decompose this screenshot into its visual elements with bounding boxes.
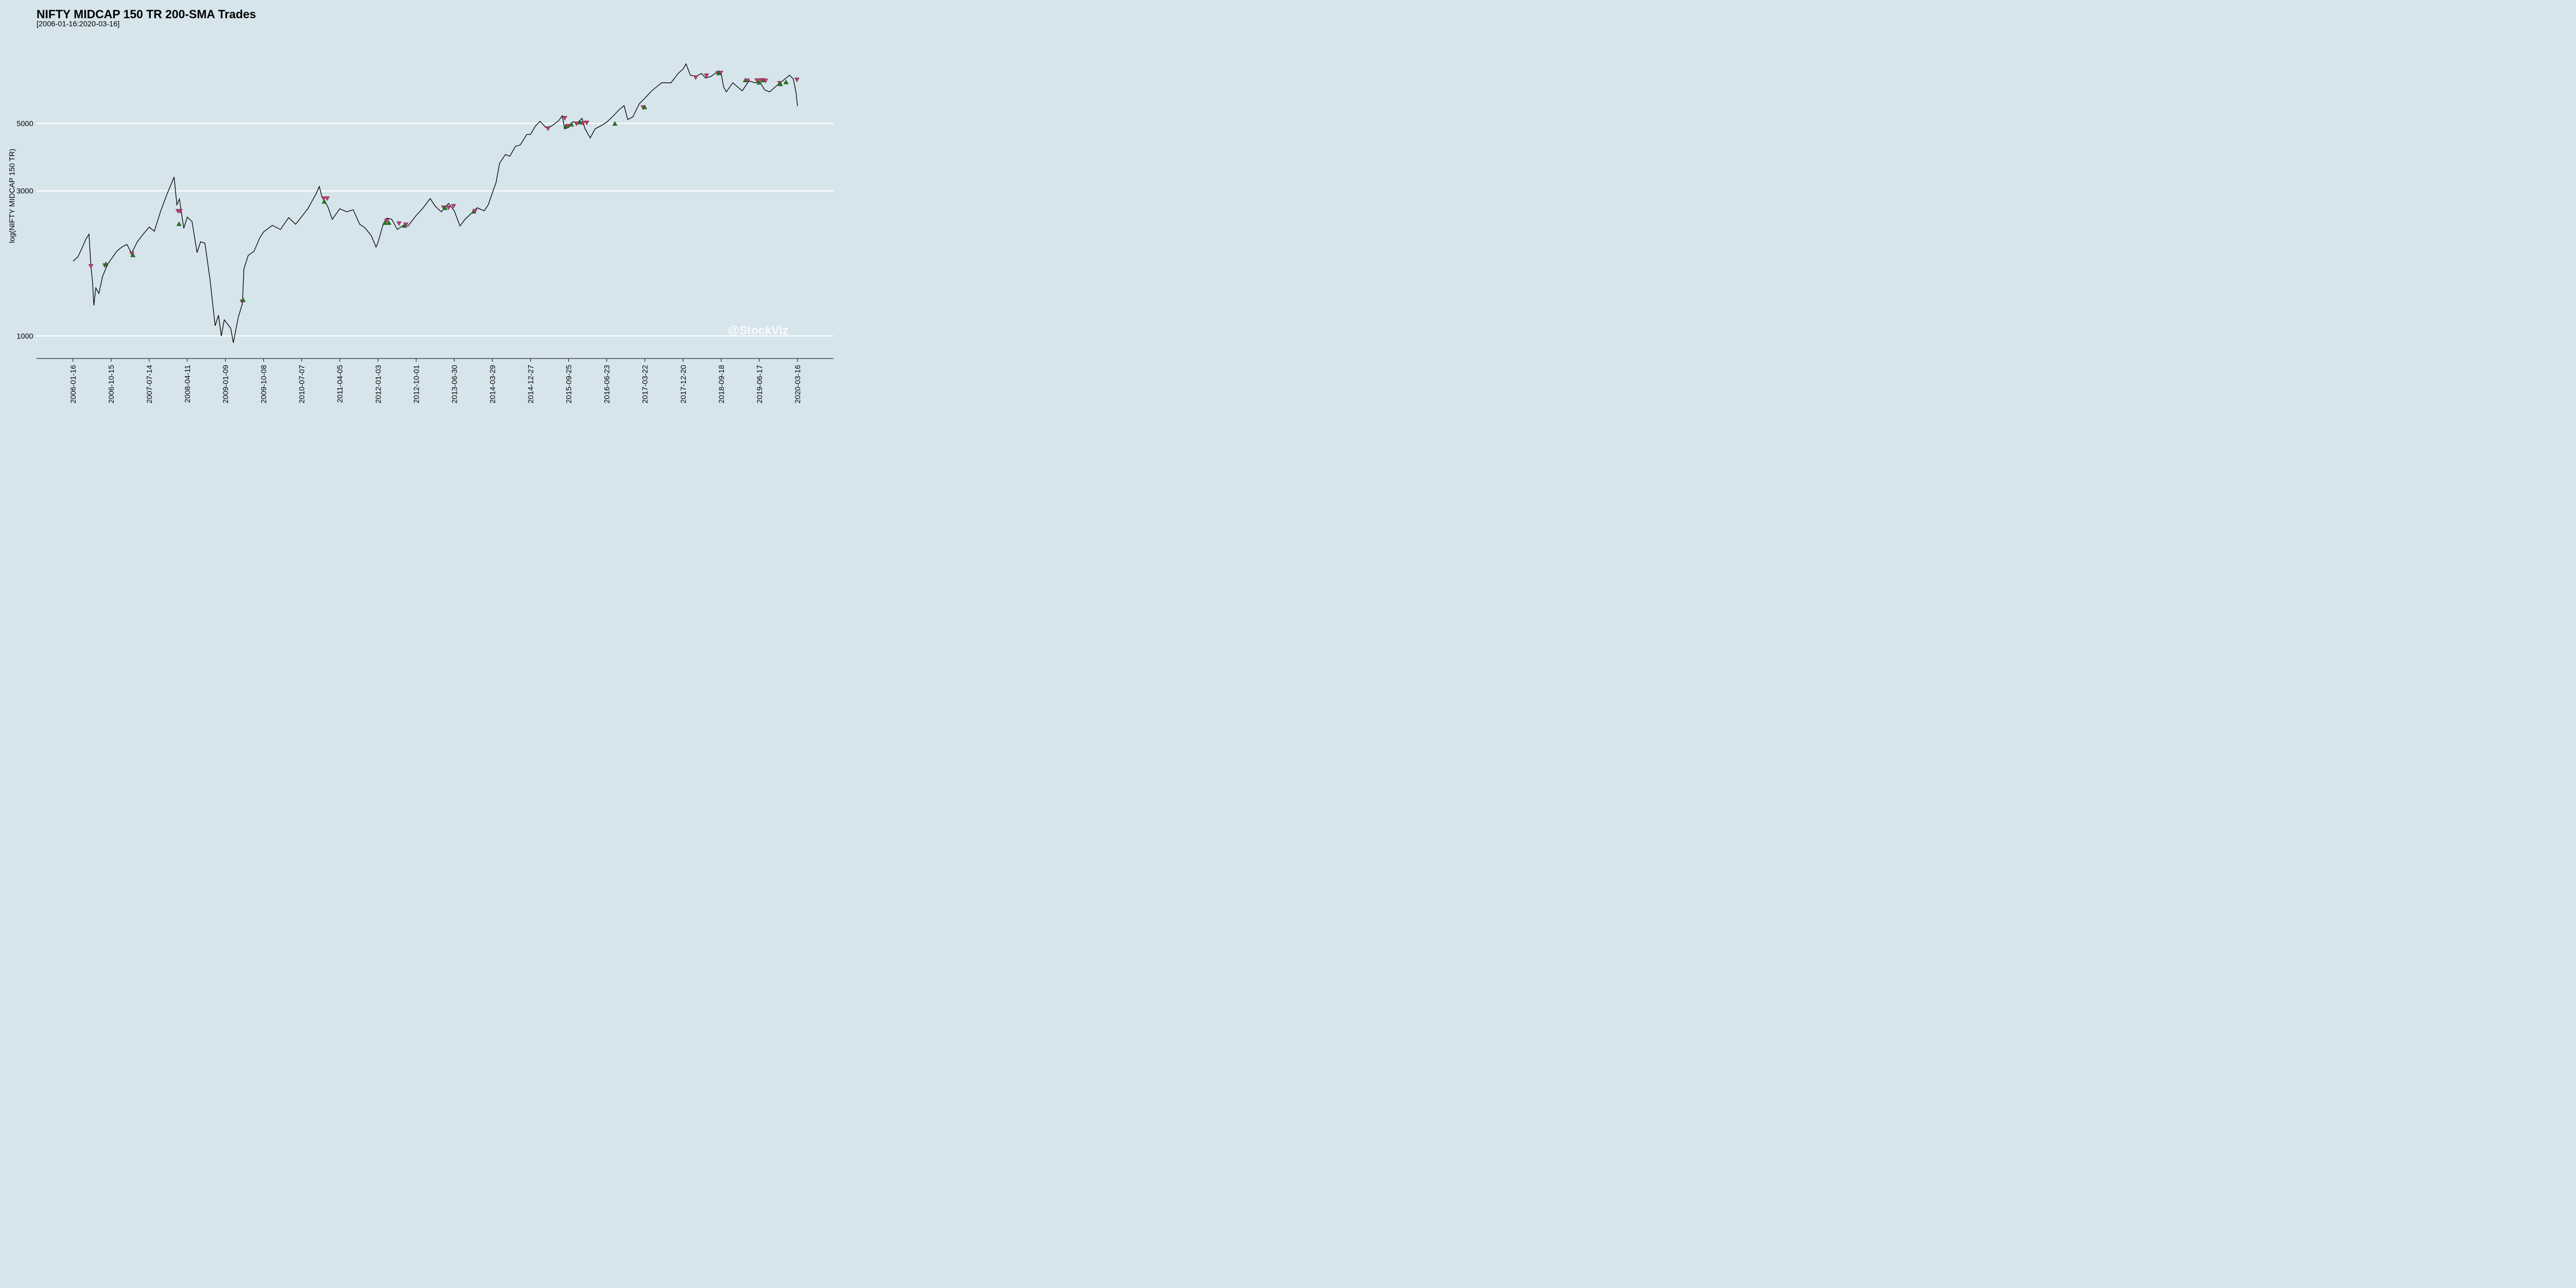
x-tick-label-2010-07-07: 2010-07-07 (297, 365, 306, 404)
exit-marker-25 (545, 126, 551, 131)
entry-marker-13 (382, 220, 387, 225)
entry-marker-51 (783, 79, 789, 84)
exit-marker-10 (321, 196, 326, 201)
entry-marker-20 (442, 205, 448, 210)
grid-lines (36, 123, 833, 336)
exit-marker-12 (324, 196, 330, 201)
x-tick-label-2017-03-22: 2017-03-22 (641, 365, 649, 404)
chart-title: NIFTY MIDCAP 150 TR 200-SMA Trades (36, 8, 257, 21)
exit-marker-26 (562, 116, 568, 121)
x-tick-label-2015-09-25: 2015-09-25 (565, 365, 573, 404)
exit-marker-14 (384, 218, 390, 224)
exit-marker-43 (744, 78, 750, 84)
entry-marker-36 (642, 104, 647, 109)
x-axis-ticks: 2006-01-16 2006-10-15 2007-07-14 2008-04-11… (69, 358, 802, 404)
x-tick-label-2012-10-01: 2012-10-01 (412, 365, 420, 404)
x-tick-label-2006-10-15: 2006-10-15 (107, 365, 115, 404)
x-tick-label-2013-06-30: 2013-06-30 (450, 365, 458, 404)
x-tick-label-2014-03-29: 2014-03-29 (488, 365, 496, 404)
watermark: @StockViz (728, 324, 788, 337)
trade-markers (88, 70, 800, 304)
x-tick-label-2019-06-17: 2019-06-17 (755, 365, 764, 404)
x-tick-label-2008-04-11: 2008-04-11 (183, 365, 192, 403)
entry-marker-9 (240, 297, 246, 302)
exit-marker-38 (704, 74, 709, 78)
x-tick-label-2012-01-03: 2012-01-03 (374, 365, 382, 404)
x-tick-label-2011-04-05: 2011-04-05 (335, 365, 344, 403)
exit-marker-21 (445, 206, 451, 210)
y-axis-ticks: 1000 3000 5000 (17, 119, 33, 340)
exit-marker-33 (584, 120, 590, 126)
entry-marker-2 (103, 261, 109, 266)
x-tick-label-2006-01-16: 2006-01-16 (69, 365, 77, 404)
x-tick-label-2014-12-27: 2014-12-27 (526, 365, 535, 404)
exit-marker-32 (580, 121, 586, 126)
series-line (72, 63, 798, 343)
exit-marker-0 (88, 264, 94, 269)
exit-marker-52 (794, 77, 800, 83)
x-tick-label-2016-06-23: 2016-06-23 (603, 365, 611, 404)
x-tick-label-2007-07-14: 2007-07-14 (145, 365, 153, 404)
y-axis-label: log(NIFTY MIDCAP 150 TR) (8, 149, 16, 243)
exit-marker-37 (693, 75, 699, 80)
exit-marker-44 (754, 78, 760, 83)
exit-marker-18 (403, 222, 409, 228)
x-tick-label-2017-12-20: 2017-12-20 (679, 365, 687, 404)
x-tick-label-2009-01-09: 2009-01-09 (221, 365, 230, 404)
y-tick-label-5000: 5000 (17, 119, 33, 128)
entry-marker-41 (716, 70, 722, 76)
entry-marker-4 (130, 252, 136, 258)
exit-marker-48 (763, 78, 769, 84)
exit-marker-22 (451, 204, 456, 209)
entry-marker-29 (568, 122, 574, 127)
entry-marker-15 (386, 220, 392, 225)
chart-canvas: 1000 3000 5000 2006-01-16 2006-10-15 2007-07… (8, 63, 833, 404)
entry-marker-34 (612, 121, 618, 126)
entry-marker-50 (778, 81, 784, 86)
exit-marker-24 (472, 209, 478, 214)
y-tick-label-3000: 3000 (17, 187, 33, 195)
entry-marker-7 (176, 221, 182, 226)
entry-marker-11 (321, 199, 327, 204)
chart-subtitle: [2006-01-16:2020-03-16] (36, 19, 120, 28)
x-tick-label-2018-09-18: 2018-09-18 (717, 365, 726, 404)
y-tick-label-1000: 1000 (17, 332, 33, 340)
x-tick-label-2020-03-16: 2020-03-16 (793, 365, 802, 404)
exit-marker-6 (177, 209, 183, 214)
x-tick-label-2009-10-08: 2009-10-08 (259, 365, 268, 404)
entry-marker-45 (756, 79, 762, 85)
exit-marker-16 (396, 221, 402, 226)
